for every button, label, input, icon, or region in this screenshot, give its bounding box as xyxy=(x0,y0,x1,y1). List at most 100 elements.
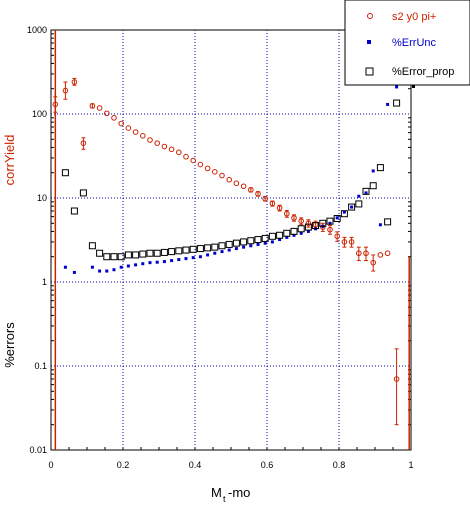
x-axis-label: M xyxy=(211,485,222,500)
point-corryield xyxy=(219,172,225,179)
point-errunc xyxy=(198,255,202,259)
point-errunc xyxy=(98,269,102,273)
x-axis-label-subscript: t xyxy=(223,494,226,504)
point-corryield xyxy=(212,169,218,175)
point-errunc xyxy=(220,250,224,254)
point-corryield xyxy=(197,161,204,168)
legend-label-corr: s2 y0 pi+ xyxy=(392,11,436,23)
point-error-prop xyxy=(276,231,284,239)
point-corryield xyxy=(233,180,240,187)
point-errunc xyxy=(234,247,238,251)
point-error-prop xyxy=(254,236,262,244)
plot-frame xyxy=(50,29,412,451)
point-corryield xyxy=(334,233,341,240)
data-marks xyxy=(52,30,410,450)
point-errunc xyxy=(249,244,253,248)
point-error-prop xyxy=(124,251,132,259)
point-corryield xyxy=(370,259,377,266)
point-error-prop xyxy=(312,222,320,230)
point-errunc xyxy=(256,242,260,246)
point-errunc xyxy=(90,265,94,269)
point-errunc xyxy=(112,268,116,272)
point-errunc xyxy=(357,194,361,198)
point-corryield xyxy=(183,153,189,160)
y-tick-label: 0.1 xyxy=(34,361,47,371)
point-error-prop xyxy=(247,237,255,245)
axis-ticks: 0 0.2 0.4 0.6 0.8 1 0.01 0.1 1 10 100 1000 xyxy=(27,25,414,470)
point-errunc xyxy=(191,256,195,260)
point-corryield xyxy=(140,133,146,139)
point-errunc xyxy=(278,238,282,242)
point-errunc xyxy=(119,265,123,269)
x-tick-label: 0.6 xyxy=(261,460,274,470)
x-tick-label: 0.4 xyxy=(189,460,202,470)
point-error-prop xyxy=(225,240,233,248)
point-errunc xyxy=(285,235,289,239)
point-error-prop xyxy=(146,249,154,257)
point-error-prop xyxy=(261,234,269,242)
point-error-prop xyxy=(160,248,168,256)
point-corryield xyxy=(255,191,261,197)
point-corryield xyxy=(71,79,78,85)
point-corryield xyxy=(168,146,175,153)
point-corryield xyxy=(190,157,196,164)
point-error-prop xyxy=(384,218,392,226)
point-error-prop xyxy=(393,99,401,107)
point-errunc xyxy=(263,241,267,245)
point-corryield xyxy=(89,103,96,109)
point-corryield xyxy=(327,226,333,233)
point-error-prop xyxy=(79,189,87,197)
point-error-prop xyxy=(304,223,312,231)
point-error-prop xyxy=(290,227,298,235)
y-tick-label: 1000 xyxy=(27,25,47,35)
point-corryield xyxy=(291,215,297,221)
point-corryield xyxy=(276,205,283,211)
point-error-prop xyxy=(232,239,240,247)
point-error-prop xyxy=(103,253,111,261)
point-error-prop xyxy=(297,225,305,233)
legend-marker-corr xyxy=(367,13,373,19)
y-tick-label: 10 xyxy=(37,193,47,203)
point-error-prop xyxy=(240,238,248,246)
point-errunc xyxy=(213,251,217,255)
y-tick-label: 100 xyxy=(32,109,47,119)
y-tick-label: 1 xyxy=(42,277,47,287)
point-errunc xyxy=(299,231,303,235)
point-corryield xyxy=(240,183,247,190)
point-error-prop xyxy=(139,250,147,258)
point-error-prop xyxy=(110,253,118,261)
point-errunc xyxy=(270,240,274,244)
point-errunc xyxy=(148,261,152,265)
legend-label-errunc: %ErrUnc xyxy=(392,37,437,49)
y-axis-label-bottom: %errors xyxy=(2,322,17,368)
point-errunc xyxy=(227,248,231,252)
x-tick-label: 1 xyxy=(408,460,413,470)
point-errunc xyxy=(335,216,339,220)
point-corryield xyxy=(269,200,276,207)
point-error-prop xyxy=(96,249,104,257)
point-errunc xyxy=(206,253,210,257)
point-errunc xyxy=(242,245,246,249)
point-error-prop xyxy=(348,203,356,211)
point-corryield xyxy=(52,101,59,108)
point-error-prop xyxy=(182,246,190,254)
point-error-prop xyxy=(168,248,176,256)
point-corryield xyxy=(298,218,305,224)
point-error-prop xyxy=(319,219,327,227)
point-corryield xyxy=(363,250,369,257)
point-corryield xyxy=(262,195,269,202)
point-errunc xyxy=(72,270,76,274)
point-error-prop xyxy=(333,215,341,223)
point-corryield xyxy=(348,239,355,245)
point-error-prop xyxy=(153,249,161,257)
point-corryield xyxy=(111,115,117,121)
point-corryield xyxy=(96,105,103,111)
point-error-prop xyxy=(204,244,212,252)
x-tick-label: 0.2 xyxy=(117,460,130,470)
point-error-prop xyxy=(218,242,226,250)
point-corryield xyxy=(341,239,348,245)
point-errunc xyxy=(105,269,109,273)
point-corryield xyxy=(118,120,124,127)
y-axis-label-top: corrYield xyxy=(2,135,17,186)
